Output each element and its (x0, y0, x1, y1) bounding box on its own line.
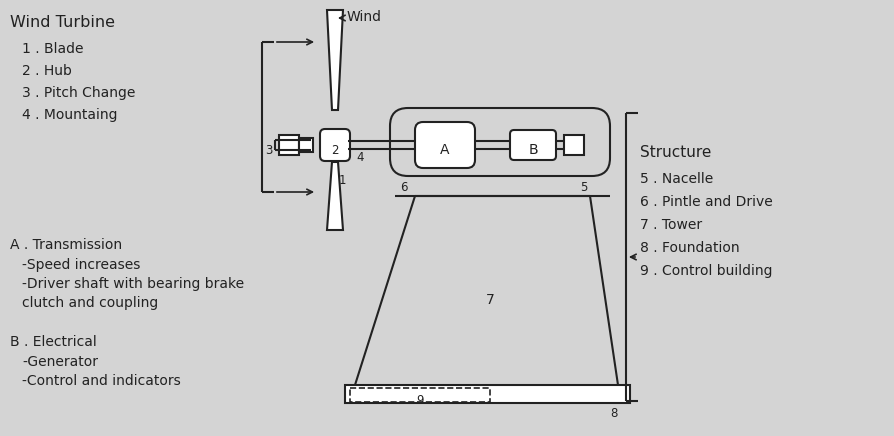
FancyBboxPatch shape (510, 130, 556, 160)
Text: clutch and coupling: clutch and coupling (22, 296, 158, 310)
Text: Structure: Structure (640, 145, 712, 160)
Text: 2: 2 (332, 143, 339, 157)
Text: 7: 7 (485, 293, 494, 307)
Text: 9 . Control building: 9 . Control building (640, 264, 772, 278)
Text: 6: 6 (400, 181, 408, 194)
Text: 6 . Pintle and Drive: 6 . Pintle and Drive (640, 195, 772, 209)
Text: 4 . Mountaing: 4 . Mountaing (22, 108, 117, 122)
Text: 1 . Blade: 1 . Blade (22, 42, 83, 56)
Text: -Speed increases: -Speed increases (22, 258, 140, 272)
Text: 3 . Pitch Change: 3 . Pitch Change (22, 86, 135, 100)
Text: 8 . Foundation: 8 . Foundation (640, 241, 739, 255)
Text: 8: 8 (610, 407, 618, 420)
Text: -Generator: -Generator (22, 355, 98, 369)
Text: A: A (440, 143, 450, 157)
Text: Wind: Wind (347, 10, 382, 24)
Text: 5 . Nacelle: 5 . Nacelle (640, 172, 713, 186)
Text: 4: 4 (356, 151, 364, 164)
Text: -Driver shaft with bearing brake: -Driver shaft with bearing brake (22, 277, 244, 291)
Text: 3: 3 (266, 143, 273, 157)
Text: 1: 1 (339, 174, 347, 187)
Text: 2 . Hub: 2 . Hub (22, 64, 72, 78)
Bar (299, 138, 313, 152)
Text: 5: 5 (580, 181, 587, 194)
Text: 7 . Tower: 7 . Tower (640, 218, 702, 232)
Text: A . Transmission: A . Transmission (10, 238, 122, 252)
Bar (345, 385, 630, 403)
Bar (564, 135, 584, 155)
Text: 9: 9 (417, 394, 424, 406)
Text: B: B (528, 143, 538, 157)
Bar (350, 388, 490, 402)
Text: -Control and indicators: -Control and indicators (22, 374, 181, 388)
Text: B . Electrical: B . Electrical (10, 335, 97, 349)
Polygon shape (327, 162, 343, 230)
FancyBboxPatch shape (415, 122, 475, 168)
Bar (279, 135, 299, 155)
Polygon shape (327, 10, 343, 110)
Text: Wind Turbine: Wind Turbine (10, 15, 115, 30)
FancyBboxPatch shape (320, 129, 350, 161)
